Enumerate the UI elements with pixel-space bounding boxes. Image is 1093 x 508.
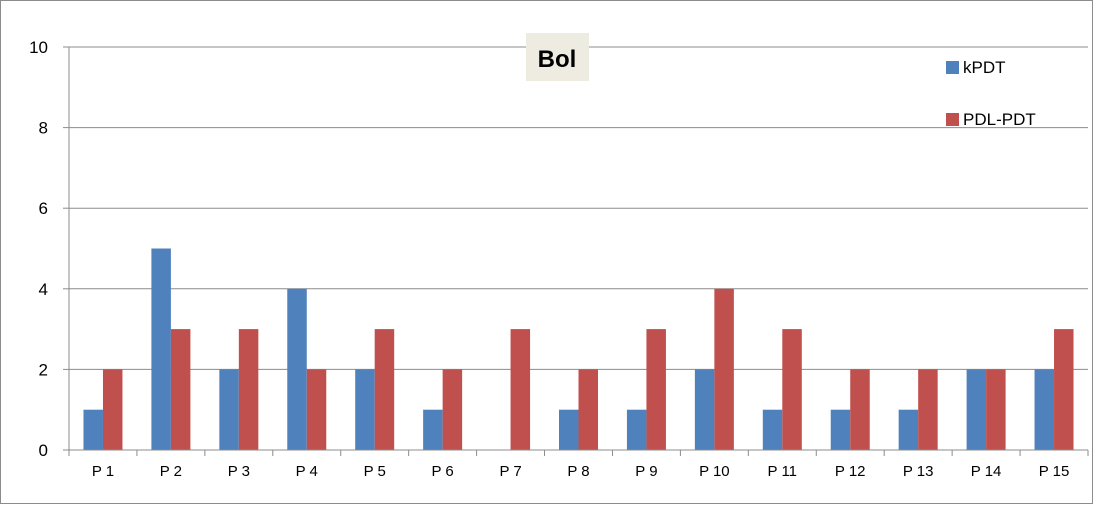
x-tick-label: P 9 xyxy=(635,463,657,480)
bar-pdl-pdt xyxy=(850,369,870,450)
bar-kpdt xyxy=(898,409,919,450)
x-tick-labels: P 1 P 2 P 3 P 4 P 5 P 6 P 7 P 8 P 9 P 10 P 11 P 12 P… xyxy=(92,463,1069,480)
legend-label: PDL-PDT xyxy=(963,110,1036,129)
bar-pdl-pdt xyxy=(238,329,259,450)
axes xyxy=(68,47,1089,456)
bar-kpdt xyxy=(626,409,647,450)
y-tick-label: 0 xyxy=(39,441,48,460)
bars xyxy=(83,248,1074,450)
bar-pdl-pdt xyxy=(442,369,463,450)
x-tick-label: P 13 xyxy=(903,463,934,480)
x-tick-label: P 6 xyxy=(432,463,454,480)
legend-swatch xyxy=(946,113,959,126)
x-tick-label: P 14 xyxy=(971,463,1002,480)
x-tick-label: P 2 xyxy=(160,463,182,480)
bar-kpdt xyxy=(762,409,783,450)
legend: kPDT PDL-PDT xyxy=(946,58,1036,129)
legend-label: kPDT xyxy=(963,58,1006,77)
bar-kpdt xyxy=(355,369,375,450)
chart-title-group: Bol xyxy=(526,33,589,81)
x-tick-label: P 12 xyxy=(835,463,866,480)
bar-pdl-pdt xyxy=(578,369,598,450)
y-tick-label: 6 xyxy=(39,199,48,218)
x-tick-label: P 5 xyxy=(364,463,386,480)
bar-kpdt xyxy=(694,369,715,450)
y-tick-label: 2 xyxy=(39,360,48,379)
bar-pdl-pdt xyxy=(1054,329,1074,450)
bar-kpdt xyxy=(287,288,307,450)
bar-kpdt xyxy=(559,409,579,450)
bar-pdl-pdt xyxy=(306,369,327,450)
bar-pdl-pdt xyxy=(782,329,802,450)
bar-kpdt xyxy=(151,248,171,450)
x-tick-label: P 7 xyxy=(499,463,521,480)
y-tick-label: 8 xyxy=(39,119,48,138)
x-tick-label: P 8 xyxy=(567,463,589,480)
bar-kpdt xyxy=(830,409,851,450)
bar-pdl-pdt xyxy=(102,369,123,450)
bar-kpdt xyxy=(423,409,443,450)
bar-pdl-pdt xyxy=(170,329,191,450)
x-tick-label: P 3 xyxy=(228,463,250,480)
bar-kpdt xyxy=(219,369,239,450)
x-tick-label: P 15 xyxy=(1039,463,1070,480)
bar-pdl-pdt xyxy=(510,329,531,450)
x-tick-label: P 11 xyxy=(768,463,797,480)
bar-kpdt xyxy=(1034,369,1055,450)
bar-pdl-pdt xyxy=(918,369,938,450)
bar-kpdt xyxy=(966,369,987,450)
legend-swatch xyxy=(946,61,959,74)
bar-kpdt xyxy=(83,409,103,450)
x-tick-label: P 4 xyxy=(296,463,318,480)
bar-pdl-pdt xyxy=(646,329,666,450)
x-tick-label: P 1 xyxy=(92,463,114,480)
chart-title: Bol xyxy=(538,46,577,73)
bar-pdl-pdt xyxy=(374,329,395,450)
bar-pdl-pdt xyxy=(714,288,734,450)
bar-pdl-pdt xyxy=(986,369,1006,450)
x-tick-label: P 10 xyxy=(699,463,730,480)
chart-title-background xyxy=(526,33,589,81)
y-tick-label: 4 xyxy=(39,280,48,299)
y-tick-labels: 0 2 4 6 8 10 xyxy=(29,38,48,460)
y-tick-label: 10 xyxy=(29,38,48,57)
